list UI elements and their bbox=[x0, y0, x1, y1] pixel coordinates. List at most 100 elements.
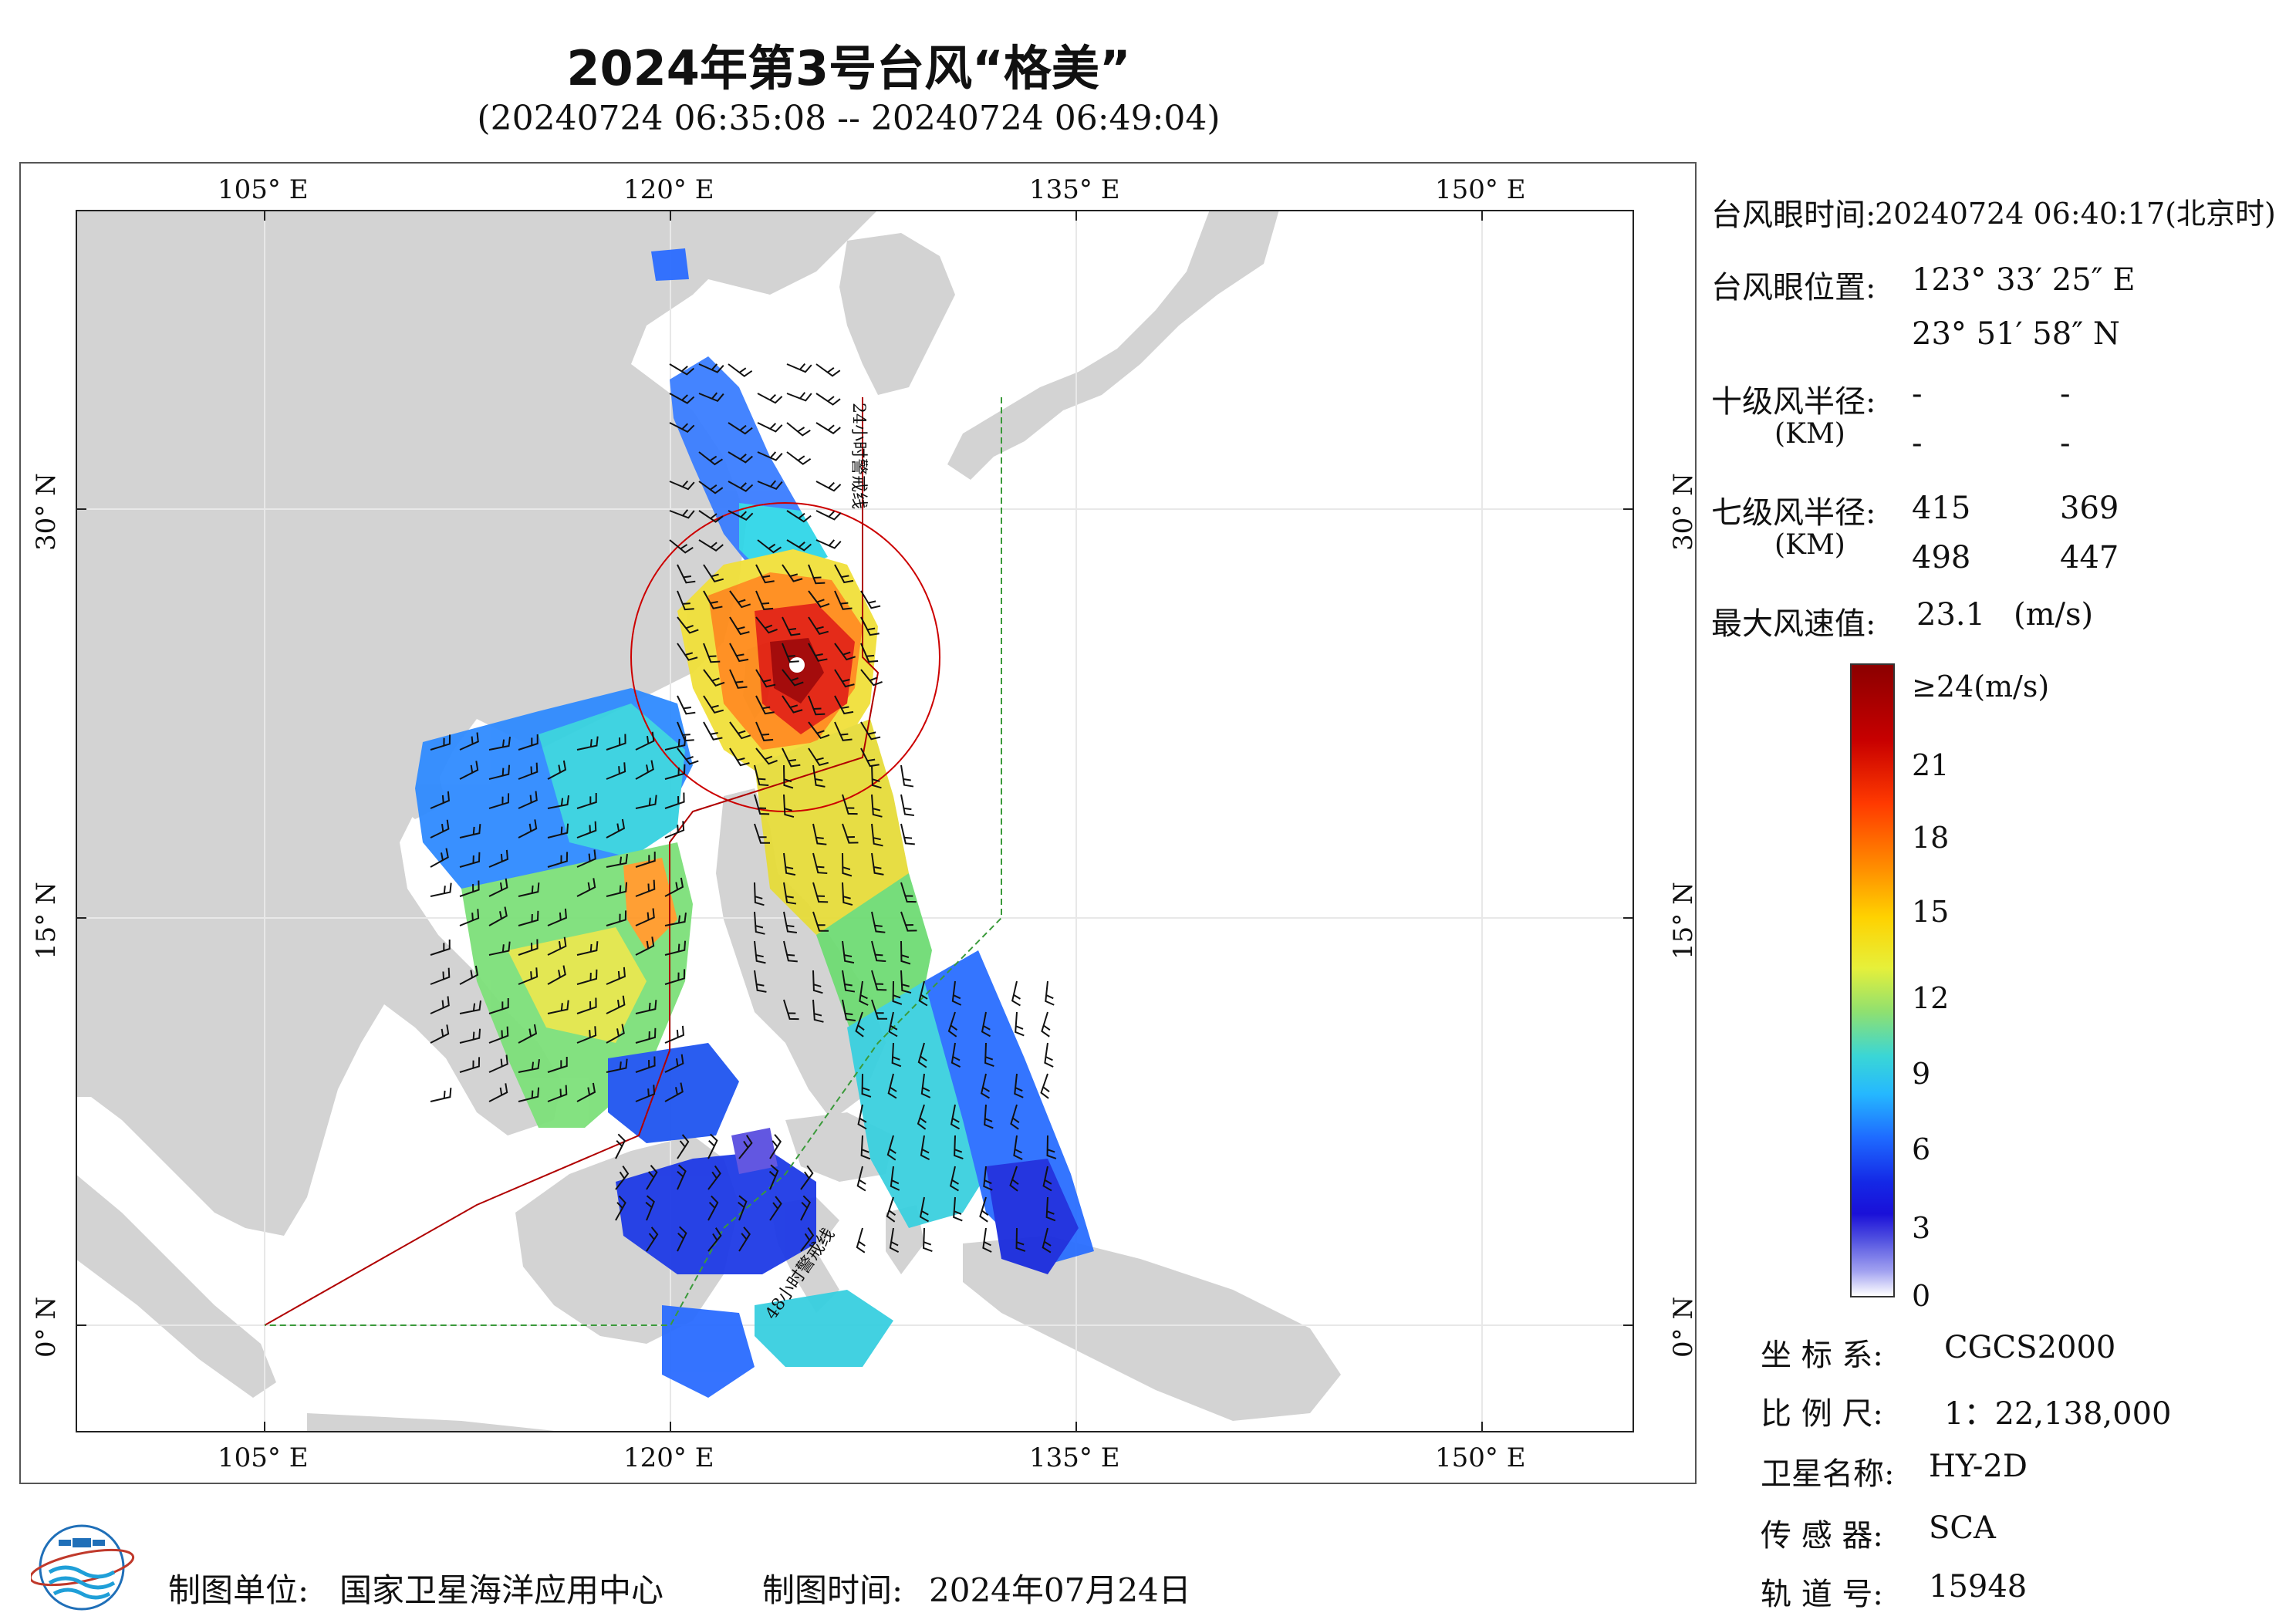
wind-barb bbox=[547, 1085, 568, 1102]
wind-barb bbox=[677, 616, 699, 634]
wind-barb bbox=[703, 669, 725, 687]
wind-barb bbox=[547, 852, 569, 868]
r10-value-nw: - bbox=[2060, 426, 2071, 461]
wind-barb bbox=[576, 821, 597, 838]
wind-barb bbox=[664, 821, 685, 838]
wind-barb bbox=[459, 1028, 481, 1044]
swath-east-deepblue bbox=[986, 1159, 1079, 1274]
wind-barb bbox=[698, 363, 724, 373]
wind-barb bbox=[547, 760, 567, 780]
wind-barb bbox=[518, 967, 539, 985]
wind-barb bbox=[950, 1042, 961, 1068]
wind-barb bbox=[576, 941, 599, 956]
wind-barb bbox=[887, 1073, 897, 1099]
wind-barb bbox=[842, 940, 855, 964]
colorbar-tick-15: 15 bbox=[1912, 895, 1950, 929]
wind-barb bbox=[547, 936, 567, 956]
land-java bbox=[307, 1413, 569, 1432]
wind-barb bbox=[812, 999, 824, 1023]
wind-barb bbox=[707, 1133, 718, 1159]
eye-time-value: 20240724 06:40:17(北京时) bbox=[1875, 197, 2276, 231]
wind-barb bbox=[664, 877, 684, 897]
wind-barb bbox=[606, 1024, 625, 1044]
wind-barb bbox=[757, 480, 783, 490]
wind-barb bbox=[707, 1227, 722, 1252]
wind-barb bbox=[782, 616, 801, 636]
wind-barb bbox=[635, 731, 655, 751]
wind-barb bbox=[606, 882, 628, 897]
wind-barb bbox=[547, 823, 569, 838]
wind-barb bbox=[703, 695, 724, 714]
time-range-subtitle: (20240724 06:35:08 -- 20240724 06:49:04) bbox=[477, 99, 1221, 138]
crs-value: CGCS2000 bbox=[1944, 1330, 2116, 1365]
lon-label-top-120: 120° E bbox=[623, 174, 714, 205]
wind-barb bbox=[488, 737, 511, 751]
wind-barb bbox=[900, 823, 915, 845]
wind-barb bbox=[754, 970, 767, 993]
wind-barb bbox=[808, 590, 830, 608]
wind-barb bbox=[769, 1134, 782, 1159]
wind-barb bbox=[815, 539, 842, 549]
wind-barb bbox=[669, 539, 694, 554]
r10-km-label: (KM) bbox=[1774, 418, 1845, 450]
wind-barb bbox=[982, 1227, 992, 1253]
wind-barb bbox=[808, 616, 829, 635]
colorbar-tick-3: 3 bbox=[1912, 1211, 1931, 1245]
wind-barb bbox=[755, 590, 774, 610]
wind-barb bbox=[677, 564, 696, 584]
wind-barb bbox=[856, 1227, 866, 1254]
wind-barb bbox=[783, 882, 797, 905]
wind-barb bbox=[576, 997, 597, 1014]
wind-barb bbox=[859, 980, 869, 1006]
wind-barb bbox=[808, 721, 830, 739]
wind-barb bbox=[755, 747, 778, 765]
wind-barb bbox=[518, 1024, 538, 1044]
wind-barb bbox=[856, 1166, 866, 1192]
wind-barb bbox=[755, 669, 776, 688]
wind-barb bbox=[871, 823, 883, 847]
wind-barb bbox=[518, 734, 539, 751]
wind-barb bbox=[664, 969, 686, 985]
land-asia-mainland bbox=[76, 210, 878, 1236]
scale-label: 比 例 尺: bbox=[1761, 1396, 1883, 1432]
wind-barb bbox=[919, 1196, 930, 1223]
wind-barb bbox=[979, 1196, 989, 1223]
wind-barb bbox=[459, 965, 479, 985]
wind-barb bbox=[757, 539, 782, 554]
colorbar-tick-0: 0 bbox=[1912, 1279, 1931, 1313]
wind-barb bbox=[430, 939, 451, 956]
swath-west-orange bbox=[623, 858, 677, 950]
wind-barb bbox=[728, 510, 754, 521]
lon-label-bottom-105: 105° E bbox=[218, 1442, 309, 1473]
wind-barb bbox=[606, 995, 626, 1014]
wind-barb bbox=[1009, 1166, 1019, 1192]
lon-label-bottom-135: 135° E bbox=[1029, 1442, 1120, 1473]
footer-unit-label: 制图单位: bbox=[168, 1571, 309, 1609]
wind-barb bbox=[842, 999, 856, 1021]
wind-barb bbox=[860, 616, 880, 636]
wind-barb bbox=[834, 721, 853, 741]
wind-barb bbox=[703, 564, 724, 582]
wind-barb bbox=[488, 849, 508, 868]
wind-barb bbox=[769, 1196, 782, 1221]
swath-south-blue bbox=[662, 1305, 755, 1398]
wind-barbs bbox=[430, 363, 1057, 1254]
wind-barb bbox=[729, 747, 750, 767]
wind-swath-layer bbox=[415, 248, 1094, 1398]
wind-barb bbox=[871, 940, 886, 963]
wind-barb bbox=[900, 970, 912, 994]
wind-barb bbox=[669, 509, 695, 519]
wind-barb bbox=[576, 736, 599, 751]
r7-value-sw: 498 bbox=[1912, 540, 1971, 575]
wind-barb bbox=[1013, 1135, 1023, 1160]
r10-value-ne: - bbox=[1912, 376, 1923, 412]
wind-barb bbox=[459, 761, 479, 780]
satellite-label: 卫星名称: bbox=[1761, 1456, 1895, 1492]
wind-barb bbox=[430, 848, 449, 868]
wind-barb bbox=[488, 1054, 508, 1073]
wind-field-map: 24小时警戒线 48小时警戒线 bbox=[76, 210, 1634, 1432]
wind-barb bbox=[860, 643, 879, 663]
wind-barb bbox=[677, 695, 696, 715]
wind-barb bbox=[664, 940, 687, 956]
wind-barb bbox=[729, 590, 751, 609]
